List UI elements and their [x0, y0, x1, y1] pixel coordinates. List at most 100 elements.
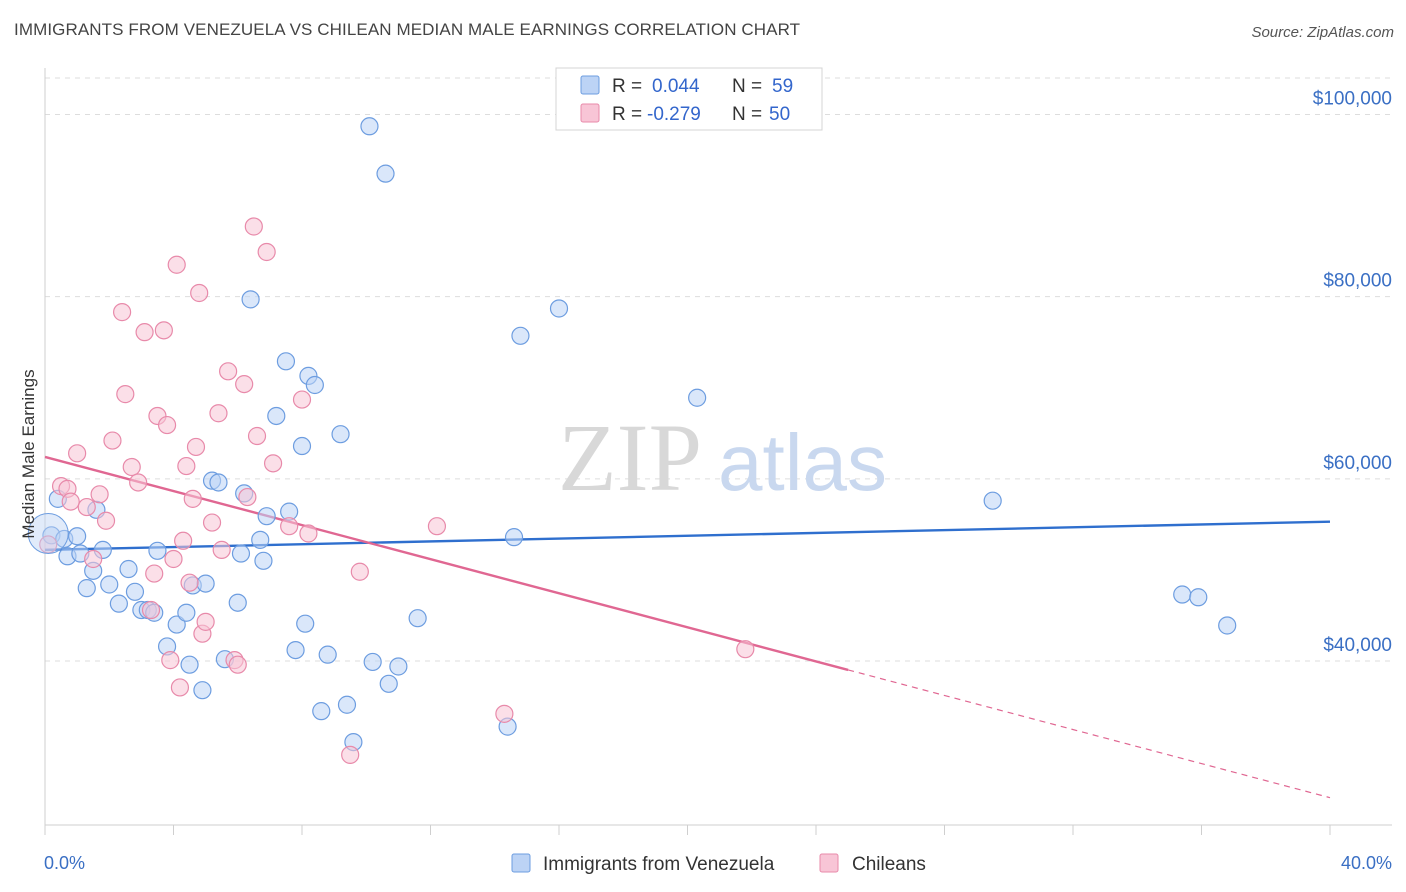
y-tick-label: $80,000: [1323, 271, 1392, 292]
point-venezuela: [511, 326, 530, 345]
point-venezuela: [1218, 616, 1237, 635]
point-chileans: [736, 640, 755, 659]
point-venezuela: [312, 702, 331, 721]
point-chileans: [183, 489, 202, 508]
point-venezuela: [209, 473, 228, 492]
stats-legend: R = 0.044 N = 59 R = -0.279 N = 50: [555, 67, 823, 131]
point-venezuela: [251, 530, 270, 549]
watermark-zip: ZIP: [558, 404, 702, 511]
chart-source: Source: ZipAtlas.com: [1251, 24, 1394, 41]
legend-label-venezuela: Immigrants from Venezuela: [543, 854, 775, 875]
point-chileans: [135, 323, 154, 342]
point-venezuela: [360, 117, 379, 136]
point-chileans: [112, 303, 132, 322]
point-venezuela: [305, 375, 324, 395]
point-chileans: [350, 562, 369, 581]
legend-label-chileans: Chileans: [852, 854, 926, 875]
point-chileans: [186, 437, 206, 457]
point-venezuela: [180, 655, 199, 674]
point-venezuela: [408, 609, 427, 628]
x-tick-label-max: 40.0%: [1341, 853, 1392, 873]
zipatlas-watermark: ZIP atlas: [558, 404, 887, 511]
chart-title: IMMIGRANTS FROM VENEZUELA VS CHILEAN MED…: [14, 20, 801, 39]
point-venezuela: [119, 559, 138, 579]
point-chileans: [209, 404, 228, 423]
point-chileans: [238, 487, 257, 507]
trend-line-chileans-extrapolated: [847, 669, 1331, 799]
point-venezuela: [292, 436, 312, 456]
point-chileans: [190, 283, 209, 303]
point-chileans: [167, 255, 186, 274]
point-venezuela: [331, 425, 350, 444]
point-chileans: [90, 485, 109, 504]
point-chileans: [495, 704, 514, 723]
axes: [44, 68, 1392, 835]
stats-swatch-blue: [580, 75, 600, 95]
point-venezuela: [276, 352, 296, 371]
point-chileans: [263, 454, 283, 473]
legend-swatch-chileans: [819, 853, 839, 873]
stats-legend-box: [555, 67, 823, 131]
point-chileans: [212, 540, 231, 559]
y-tick-label: $100,000: [1313, 88, 1392, 109]
gridlines: [45, 77, 1392, 662]
point-venezuela: [228, 593, 247, 612]
point-chileans: [164, 549, 183, 569]
point-chileans: [157, 415, 177, 435]
stats-swatch-pink: [580, 103, 600, 123]
point-chileans: [154, 321, 173, 340]
y-tick-labels: $40,000 $60,000 $80,000 $100,000: [1313, 88, 1392, 656]
point-venezuela: [109, 594, 128, 613]
point-venezuela: [363, 652, 382, 672]
point-venezuela: [167, 615, 186, 634]
point-chileans: [257, 242, 276, 262]
point-chileans: [235, 374, 254, 394]
stats-r-label-blue: R =: [612, 76, 642, 97]
point-chileans: [427, 517, 447, 536]
point-chileans: [247, 426, 267, 446]
stats-n-value-blue: 59: [772, 76, 793, 97]
point-venezuela: [68, 527, 87, 546]
point-chileans: [145, 564, 164, 583]
point-chileans: [292, 390, 312, 409]
point-chileans: [341, 745, 360, 764]
y-tick-label: $60,000: [1323, 453, 1392, 474]
point-chileans: [177, 456, 196, 476]
point-chileans: [39, 535, 58, 554]
series-legend: Immigrants from Venezuela Chileans: [511, 853, 926, 875]
point-venezuela: [267, 406, 286, 426]
point-chileans: [244, 217, 263, 236]
point-chileans: [196, 612, 215, 631]
watermark-atlas: atlas: [718, 418, 887, 507]
y-tick-label: $40,000: [1323, 635, 1392, 656]
point-venezuela: [254, 551, 273, 570]
point-venezuela: [100, 575, 119, 594]
point-chileans: [228, 655, 247, 674]
point-chileans: [141, 600, 161, 620]
point-chileans: [299, 524, 318, 543]
stats-n-label-blue: N =: [732, 76, 762, 97]
x-tick-label-min: 0.0%: [44, 853, 85, 873]
point-venezuela: [177, 603, 196, 622]
trend-line-chileans: [44, 455, 849, 672]
point-chileans: [84, 549, 103, 569]
point-chileans: [116, 385, 135, 404]
point-venezuela: [318, 645, 337, 664]
stats-n-value-pink: 50: [769, 104, 790, 125]
point-chileans: [122, 457, 141, 477]
point-venezuela: [504, 528, 524, 547]
point-venezuela: [983, 491, 1002, 510]
stats-r-value-blue: 0.044: [652, 76, 700, 97]
point-venezuela: [77, 579, 96, 598]
point-venezuela: [688, 388, 707, 407]
point-chileans: [280, 517, 299, 536]
point-chileans: [170, 678, 190, 697]
point-venezuela: [125, 582, 145, 601]
point-chileans: [103, 431, 122, 450]
y-axis-title: Median Male Earnings: [19, 369, 38, 538]
point-venezuela: [241, 290, 260, 309]
point-venezuela: [379, 674, 398, 693]
point-venezuela: [196, 574, 215, 593]
point-venezuela: [286, 640, 305, 660]
